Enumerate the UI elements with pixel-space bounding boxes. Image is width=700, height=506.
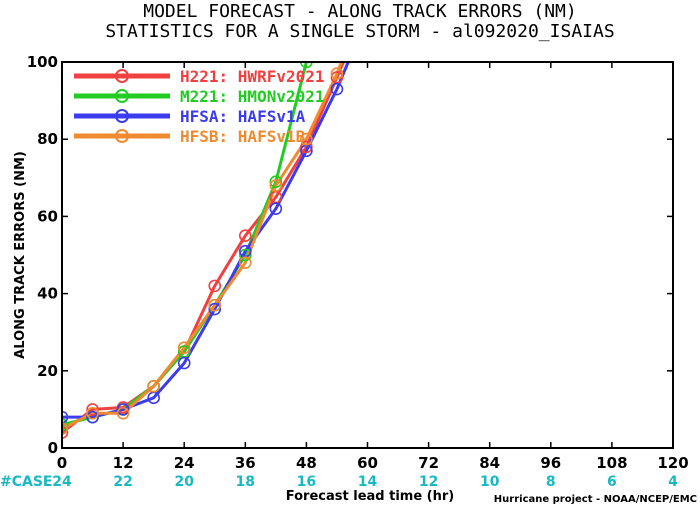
- legend-swatch-marker: [115, 109, 129, 123]
- x-tick-label: 0: [57, 454, 67, 472]
- axis-ticks: [61, 61, 674, 449]
- series-line: [62, 62, 308, 427]
- legend-swatch-marker: [115, 129, 129, 143]
- y-tick-labels: 0 20 40 60 80 100: [27, 53, 58, 457]
- legend-swatch-marker: [115, 69, 129, 83]
- x-tick-labels: 0 12 24 36 48 60 72 84 96 108 120: [57, 454, 689, 472]
- data-point: [116, 406, 130, 420]
- marker-layer: [62, 62, 344, 439]
- data-point: [208, 298, 222, 312]
- plot-frame: [61, 61, 674, 449]
- data-point: [86, 403, 99, 416]
- data-point: [86, 406, 99, 420]
- case-count: 6: [607, 474, 617, 490]
- data-point: [208, 302, 222, 316]
- case-counts: 24 22 20 18 16 14 12 10 8 6 4: [52, 474, 678, 490]
- case-count: 14: [358, 474, 378, 490]
- data-point: [330, 67, 344, 80]
- y-tick-label: 100: [27, 53, 58, 71]
- legend-label: HFSB: HAFSv1B: [180, 127, 306, 146]
- data-point: [239, 256, 252, 270]
- x-tick-label: 12: [113, 454, 134, 472]
- data-point: [239, 229, 252, 242]
- y-tick-label: 80: [37, 130, 58, 148]
- data-point: [86, 410, 99, 424]
- legend-label: HFSA: HAFSv1A: [180, 107, 306, 126]
- y-tick-label: 60: [37, 207, 58, 225]
- case-label: #CASE: [0, 474, 53, 490]
- credit-text: Hurricane project - NOAA/NCEP/EMC: [494, 494, 697, 505]
- case-count: 20: [174, 474, 194, 490]
- case-count: 24: [52, 474, 72, 490]
- data-point: [208, 279, 222, 293]
- data-point: [62, 426, 69, 439]
- series-line: [62, 62, 343, 431]
- data-point: [330, 82, 344, 96]
- x-tick-label: 96: [540, 454, 561, 472]
- case-count: 18: [236, 474, 255, 490]
- legend-label: M221: HMONv2021: [180, 87, 325, 106]
- data-point: [62, 422, 69, 435]
- data-point: [239, 248, 252, 262]
- x-tick-label: 108: [596, 454, 627, 472]
- chart-title: MODEL FORECAST - ALONG TRACK ERRORS (NM): [143, 1, 576, 22]
- x-axis-label: Forecast lead time (hr): [286, 489, 454, 504]
- data-point: [177, 341, 191, 354]
- chart-subtitle: STATISTICS FOR A SINGLE STORM - al092020…: [105, 21, 614, 42]
- series-line: [62, 62, 346, 434]
- case-count: 16: [297, 474, 316, 490]
- data-point: [62, 410, 69, 424]
- x-tick-label: 120: [657, 454, 688, 472]
- data-point: [269, 179, 283, 192]
- case-count: 10: [480, 474, 500, 490]
- data-point: [300, 140, 313, 154]
- y-tick-label: 40: [37, 285, 58, 303]
- data-point: [62, 418, 69, 432]
- x-tick-label: 36: [235, 454, 256, 472]
- data-point: [300, 132, 313, 146]
- case-count: 8: [546, 474, 556, 490]
- case-count: 4: [668, 474, 678, 490]
- data-point: [147, 379, 160, 393]
- data-point: [116, 403, 130, 416]
- x-tick-label: 24: [174, 454, 195, 472]
- case-count: 12: [419, 474, 438, 490]
- data-point: [177, 356, 191, 370]
- x-tick-label: 84: [479, 454, 500, 472]
- y-tick-label: 0: [48, 439, 58, 457]
- x-tick-label: 60: [357, 454, 378, 472]
- y-tick-label: 20: [37, 362, 58, 380]
- x-tick-label: 48: [296, 454, 317, 472]
- x-tick-label: 72: [418, 454, 439, 472]
- case-count: 22: [113, 474, 132, 490]
- y-axis-label: ALONG TRACK ERRORS (NM): [13, 151, 28, 359]
- legend-swatch-marker: [115, 89, 129, 103]
- data-point: [269, 202, 283, 215]
- data-point: [269, 175, 283, 188]
- series-layer: [62, 62, 350, 434]
- legend-label: H221: HWRFv2021: [180, 67, 325, 86]
- data-point: [300, 62, 313, 69]
